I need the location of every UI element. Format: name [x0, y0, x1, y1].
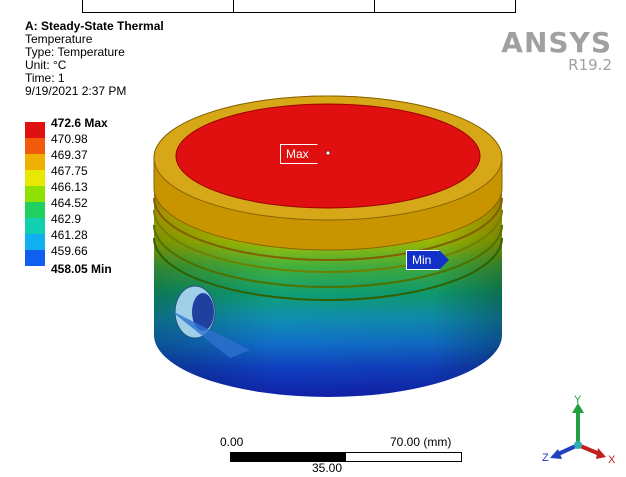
ring-groove	[153, 237, 503, 301]
legend-swatch	[25, 234, 45, 250]
result-time: Time: 1	[25, 71, 65, 85]
piston-model-view[interactable]	[150, 80, 510, 400]
pin-boss-edge	[170, 310, 250, 358]
triad-z-label: Z	[542, 452, 549, 464]
scale-end-label: 70.00 (mm)	[390, 435, 452, 449]
max-probe-label[interactable]: Max	[280, 144, 327, 164]
legend-swatch	[25, 154, 45, 170]
legend-swatch	[25, 122, 45, 138]
legend-label: 470.98	[51, 132, 88, 146]
triad-x-label: X	[608, 454, 616, 466]
scale-start-label: 0.00	[220, 435, 244, 449]
table-cell	[82, 0, 234, 13]
legend-min-label: 458.05 Min	[51, 262, 112, 276]
logo-brand: ANSYS	[501, 26, 612, 59]
ring-groove	[153, 197, 503, 261]
legend-label: 462.9	[51, 212, 82, 226]
coordinate-triad-icon[interactable]: Y X Z	[540, 395, 620, 470]
legend-label: 464.52	[51, 196, 88, 210]
legend-swatch	[25, 218, 45, 234]
result-type: Type: Temperature	[25, 45, 125, 59]
result-header: A: Steady-State Thermal Temperature Type…	[25, 20, 164, 98]
legend-swatch	[25, 250, 45, 266]
pin-hole-inner	[192, 293, 214, 331]
scale-bar-graphic	[230, 452, 462, 462]
legend-label: 459.66	[51, 244, 88, 258]
piston-crown-face	[175, 103, 481, 209]
legend-label: 467.75	[51, 164, 88, 178]
legend-swatch	[25, 170, 45, 186]
ring-groove	[153, 224, 503, 288]
result-unit: Unit: °C	[25, 58, 67, 72]
legend-swatch	[25, 138, 45, 154]
legend-swatch	[25, 186, 45, 202]
legend-label: 461.28	[51, 228, 88, 242]
scale-bar-fill	[231, 453, 346, 461]
result-name: Temperature	[25, 32, 93, 46]
legend-label: 469.37	[51, 148, 88, 162]
analysis-title: A: Steady-State Thermal	[25, 19, 164, 33]
ansys-logo: ANSYS R19.2	[501, 28, 612, 73]
legend-swatch	[25, 202, 45, 218]
legend-label: 466.13	[51, 180, 88, 194]
legend-label: 472.6 Max	[51, 116, 108, 130]
ring-groove	[153, 209, 503, 273]
result-date: 9/19/2021 2:37 PM	[25, 84, 127, 98]
min-probe-label[interactable]: Min	[406, 250, 450, 270]
top-table-strip	[0, 0, 626, 14]
table-cell	[374, 0, 516, 13]
logo-version: R19.2	[568, 56, 612, 74]
scale-mid-label: 35.00	[312, 461, 343, 475]
table-cell	[233, 0, 375, 13]
triad-y-label: Y	[574, 395, 582, 406]
